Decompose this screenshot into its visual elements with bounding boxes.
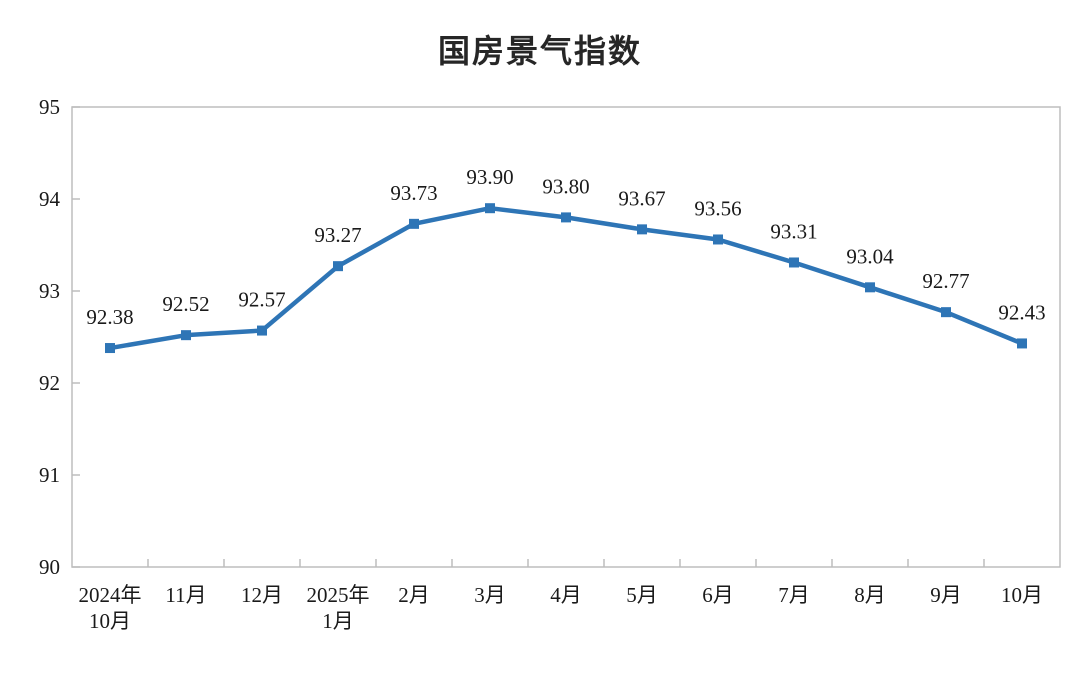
x-axis-label: 2024年 10月 (79, 583, 142, 633)
data-point-marker (941, 307, 951, 318)
data-point-marker (105, 343, 115, 354)
x-axis-label: 6月 (702, 583, 734, 607)
x-axis-label: 3月 (474, 583, 506, 607)
data-label: 93.31 (770, 219, 817, 243)
data-label: 93.80 (542, 174, 589, 198)
data-point-marker (409, 218, 419, 229)
x-axis-label: 12月 (241, 583, 283, 607)
data-label: 93.67 (618, 186, 665, 210)
data-point-marker (561, 212, 571, 223)
data-point-marker (485, 203, 495, 214)
x-axis-label: 8月 (854, 583, 886, 607)
series-line (107, 205, 1025, 351)
data-point-marker (257, 325, 267, 336)
x-axis-label: 2月 (398, 583, 430, 607)
data-label: 92.77 (922, 269, 969, 293)
data-point-marker (1017, 338, 1027, 349)
data-point-marker (333, 261, 343, 272)
y-axis-label: 94 (39, 187, 61, 211)
data-label: 93.04 (846, 244, 894, 268)
x-axis-label: 10月 (1001, 583, 1043, 607)
plot-border (71, 106, 1061, 568)
data-label: 92.43 (998, 300, 1045, 324)
data-label: 92.38 (86, 305, 133, 329)
data-point-marker (637, 224, 647, 235)
data-point-marker (865, 282, 875, 293)
y-axis-label: 93 (39, 279, 60, 303)
data-label: 92.57 (238, 288, 285, 312)
y-axis-label: 95 (39, 95, 60, 119)
x-axis-label: 2025年 1月 (307, 583, 370, 633)
x-axis-label: 11月 (165, 583, 206, 607)
data-label: 92.52 (162, 292, 209, 316)
data-point-marker (789, 257, 799, 268)
data-point-marker (713, 234, 723, 245)
data-point-marker (181, 330, 191, 341)
data-label: 93.27 (314, 223, 361, 247)
y-axis-label: 91 (39, 463, 60, 487)
data-label: 93.73 (390, 181, 437, 205)
y-axis-label: 92 (39, 371, 60, 395)
x-axis-label: 5月 (626, 583, 658, 607)
x-axis-label: 9月 (930, 583, 962, 607)
x-axis-label: 7月 (778, 583, 810, 607)
data-label: 93.56 (694, 196, 741, 220)
data-label: 93.90 (466, 165, 513, 189)
chart-title: 国房景气指数 (437, 33, 642, 69)
x-axis-label: 4月 (550, 583, 582, 607)
y-axis-label: 90 (39, 555, 60, 579)
